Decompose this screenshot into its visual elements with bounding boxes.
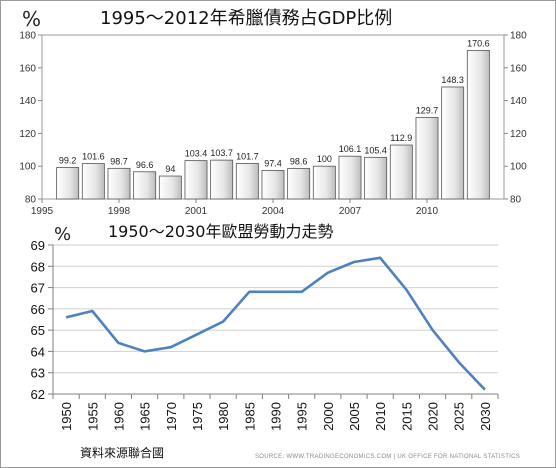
bar-data-label: 98.6: [290, 156, 308, 166]
line-chart-ytick-label: 62: [31, 387, 45, 402]
bar-chart-xtick-label: 1995: [31, 206, 54, 217]
bar-2012: [466, 50, 490, 200]
line-chart-xtick-label: 2015: [399, 402, 414, 431]
bar-data-label: 101.6: [82, 152, 105, 162]
bar-chart-ytick-label-right: 120: [510, 129, 527, 140]
bar-data-label: 98.7: [110, 156, 128, 166]
line-chart-series: [65, 256, 486, 391]
bar-2005: [287, 168, 311, 200]
bar-2004: [261, 170, 285, 200]
line-chart-unit-label: %: [54, 224, 71, 245]
line-chart-gridlines: [53, 244, 498, 395]
bar-2002: [210, 159, 234, 200]
bar-chart-data-labels: 99.2 101.6 98.7 96.6 94 103.4 103.7 101.7 97.4 98…: [59, 38, 490, 174]
line-chart-xtick-label: 1985: [242, 402, 257, 431]
bar-1997: [81, 163, 105, 200]
bar-2009: [389, 144, 413, 200]
bar-chart-y-axis-left: 80 100 120 140 160 180: [19, 31, 42, 206]
bar-data-label: 96.6: [136, 160, 154, 170]
line-chart-xtick-label: 2020: [426, 402, 441, 431]
bar-1996: [56, 167, 80, 200]
bar-chart-xtick-label: 2001: [185, 206, 208, 217]
bar-2003: [235, 163, 259, 200]
line-chart-xtick-label: 1955: [85, 402, 100, 431]
bar-chart-ytick-label: 80: [25, 195, 37, 206]
line-chart-xtick-label: 1970: [164, 402, 179, 431]
line-chart-xtick-label: 2005: [347, 402, 362, 431]
line-chart-ytick-label: 67: [31, 281, 45, 296]
line-chart-xtick-label: 1965: [138, 402, 153, 431]
bar-chart-ytick-label-right: 100: [510, 162, 527, 173]
bar-data-label: 112.9: [390, 133, 412, 143]
line-chart-xtick-label: 1995: [295, 402, 310, 431]
source-credit: SOURCE: WWW.TRADINGECONOMICS.COM | UK OF…: [255, 454, 520, 460]
bar-chart-xtick-label: 2010: [416, 206, 439, 217]
line-chart-ytick-label: 66: [31, 302, 45, 317]
bar-chart-ytick-label: 120: [19, 129, 36, 140]
bar-2011: [441, 86, 465, 200]
source-note: 資料來源聯合國: [80, 445, 164, 460]
bar-chart-xtick-label: 2007: [339, 206, 362, 217]
bar-chart-unit-label: %: [22, 7, 41, 31]
bar-chart-xtick-label: 1998: [108, 206, 131, 217]
bar-2006: [312, 165, 336, 200]
bar-chart-y-axis-right: 80 100 120 140 160 180: [504, 31, 527, 206]
bar-1998: [107, 167, 131, 200]
bar-data-label: 103.7: [210, 148, 233, 158]
line-chart-ytick-label: 63: [31, 366, 45, 381]
bar-data-label: 100: [317, 154, 332, 164]
bar-chart-x-axis: 1995 1998 2001 2004 2007 2010: [31, 199, 439, 217]
line-chart-xtick-label: 2025: [452, 402, 467, 431]
bar-data-label: 99.2: [59, 156, 77, 166]
bar-data-label: 105.4: [364, 145, 387, 155]
bar-1999: [133, 171, 157, 200]
line-chart-xtick-label: 1975: [190, 402, 205, 431]
line-chart-xtick-label: 1960: [111, 402, 126, 431]
bar-chart-bars: [56, 50, 490, 200]
line-chart-title: 1950～2030年歐盟勞動力走勢: [108, 222, 333, 241]
line-chart-ytick-label: 64: [31, 344, 45, 359]
bar-data-label: 97.4: [264, 158, 282, 168]
line-chart-xtick-label: 2000: [321, 402, 336, 431]
bar-chart-ytick-label: 100: [19, 162, 36, 173]
line-chart-xtick-label: 2010: [373, 402, 388, 431]
bar-data-label: 148.3: [441, 75, 464, 85]
bar-chart-xtick-label: 2004: [262, 206, 285, 217]
line-chart-ytick-label: 68: [31, 259, 45, 274]
line-chart-xtick-label: 2030: [478, 402, 493, 431]
bar-chart-ytick-label: 140: [19, 96, 36, 107]
bar-2008: [364, 156, 388, 200]
bar-chart-ytick-label-right: 180: [510, 31, 527, 42]
bar-data-label: 103.4: [185, 149, 208, 159]
line-chart-ytick-label: 65: [31, 323, 45, 338]
bar-chart-ytick-label-right: 140: [510, 96, 527, 107]
bar-chart-ytick-label-right: 160: [510, 63, 527, 74]
bar-data-label: 94: [165, 164, 175, 174]
bar-2001: [184, 160, 208, 200]
line-chart-xtick-label: 1950: [59, 402, 74, 431]
bar-2010: [415, 117, 439, 200]
line-chart-xtick-label: 1990: [269, 402, 284, 431]
bar-data-label: 170.6: [467, 38, 490, 48]
bar-2000: [158, 175, 182, 200]
bar-data-label: 129.7: [416, 105, 439, 115]
bar-chart-title: 1995～2012年希臘債務占GDP比例: [100, 8, 392, 29]
line-chart-x-axis: 1950 1955 1960 1965 1970 1975 1980 1985 1990 1995…: [52, 394, 499, 431]
line-chart-ytick-label: 69: [31, 238, 45, 253]
line-chart-xtick-label: 1980: [216, 402, 231, 431]
labor-force-line: [65, 256, 486, 391]
line-chart-y-axis: 62 63 64 65 66 67 68 69: [31, 238, 53, 402]
bar-data-label: 101.7: [236, 151, 259, 161]
bar-chart-ytick-label: 160: [19, 63, 36, 74]
bar-chart-ytick-label: 180: [19, 31, 36, 42]
bar-data-label: 106.1: [339, 144, 362, 154]
bar-2007: [338, 155, 362, 200]
bar-chart-ytick-label-right: 80: [510, 195, 522, 206]
